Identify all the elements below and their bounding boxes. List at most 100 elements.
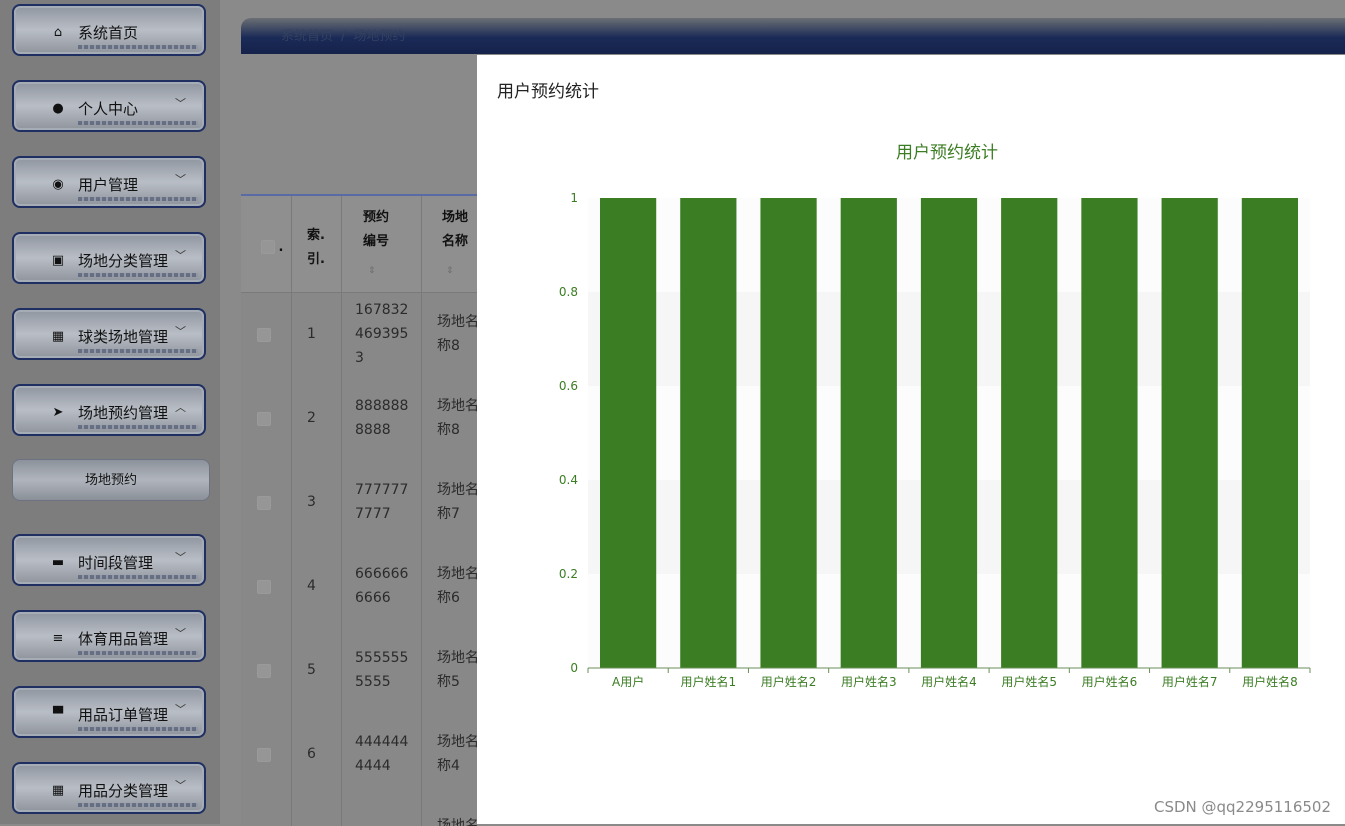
grid-icon: ▦ bbox=[51, 782, 65, 798]
x-tick-label-2: 用户姓名2 bbox=[761, 674, 817, 689]
row-index: 5 bbox=[307, 662, 316, 678]
bar-0 bbox=[600, 198, 657, 668]
sidebar-item-9[interactable]: ▦ 用品分类管理 ﹀ bbox=[12, 762, 206, 814]
row-code: 777777 7777 bbox=[355, 482, 409, 522]
x-tick-label-0: A用户 bbox=[612, 674, 644, 689]
x-tick-label-7: 用户姓名7 bbox=[1162, 674, 1218, 689]
clipboard-icon: ▣ bbox=[51, 252, 65, 268]
row-name: 场地名 称6 bbox=[437, 566, 479, 606]
bar-1 bbox=[680, 198, 737, 668]
row-name: 场地名 bbox=[437, 818, 479, 826]
row-index: 2 bbox=[307, 410, 316, 426]
decorative-bar bbox=[78, 651, 198, 655]
sidebar-item-label: 系统首页 bbox=[78, 24, 139, 42]
x-tick-label-3: 用户姓名3 bbox=[841, 674, 897, 689]
chevron-icon: ﹀ bbox=[175, 325, 186, 338]
row-name: 场地名 称8 bbox=[437, 398, 479, 438]
bar-4 bbox=[920, 198, 978, 668]
sort-icon[interactable]: ⇕ bbox=[368, 266, 376, 276]
sidebar-item-4[interactable]: ▦ 球类场地管理 ﹀ bbox=[12, 308, 206, 360]
row-checkbox[interactable] bbox=[257, 412, 271, 426]
table-column bbox=[241, 196, 292, 826]
sidebar-subitem-venue-reservation[interactable]: 场地预约 bbox=[12, 459, 210, 501]
x-tick-label-1: 用户姓名1 bbox=[681, 674, 737, 689]
sidebar-item-label: 用户管理 bbox=[78, 176, 139, 194]
bar-8 bbox=[1241, 198, 1298, 668]
sidebar-item-label: 球类场地管理 bbox=[78, 328, 169, 346]
row-code: 555555 5555 bbox=[355, 650, 409, 690]
y-tick-label: 0 bbox=[570, 661, 578, 675]
decorative-bar bbox=[78, 803, 198, 807]
sidebar-item-label: 用品订单管理 bbox=[78, 706, 169, 724]
row-code: 167832 469395 3 bbox=[355, 302, 409, 366]
sidebar-item-5[interactable]: ➤ 场地预约管理 ︿ bbox=[12, 384, 206, 436]
y-tick-label: 0.4 bbox=[559, 473, 578, 487]
header-index[interactable]: 索. 引. bbox=[307, 228, 325, 267]
sidebar-item-label: 个人中心 bbox=[78, 100, 139, 118]
row-index: 3 bbox=[307, 494, 316, 510]
x-tick-label-4: 用户姓名4 bbox=[921, 674, 977, 689]
decorative-bar bbox=[78, 575, 198, 579]
row-checkbox[interactable] bbox=[257, 580, 271, 594]
row-name: 场地名 称8 bbox=[437, 314, 479, 354]
row-checkbox[interactable] bbox=[257, 328, 271, 342]
sidebar-item-label: 场地预约管理 bbox=[78, 404, 169, 422]
printer-icon: ▀ bbox=[53, 706, 63, 722]
grid-icon: ▦ bbox=[51, 328, 65, 344]
row-index: 4 bbox=[307, 578, 316, 594]
chevron-icon: ︿ bbox=[175, 401, 186, 414]
decorative-bar bbox=[78, 197, 198, 201]
user-icon: ● bbox=[52, 100, 64, 116]
statistics-modal: 用户预约统计 用户预约统计 0 0.2 0.4 0.6 0.8 1 A用户 用户姓名1 用户姓名2… bbox=[477, 55, 1345, 824]
lightbulb-icon: ◉ bbox=[52, 176, 64, 192]
x-tick-label-8: 用户姓名8 bbox=[1242, 674, 1298, 689]
header-code[interactable]: 预约 编号 bbox=[362, 210, 389, 249]
sort-icon[interactable]: ⇕ bbox=[446, 266, 454, 276]
x-tick-label-6: 用户姓名6 bbox=[1082, 674, 1138, 689]
modal-title: 用户预约统计 bbox=[497, 82, 599, 102]
row-checkbox[interactable] bbox=[257, 748, 271, 762]
select-all-checkbox[interactable] bbox=[261, 240, 275, 254]
breadcrumb-current: 场地预约 bbox=[353, 29, 406, 44]
bar-5 bbox=[1001, 198, 1058, 668]
decorative-bar bbox=[78, 349, 198, 353]
table-header bbox=[241, 196, 481, 293]
sidebar-item-0[interactable]: ⌂ 系统首页 bbox=[12, 4, 206, 56]
row-checkbox[interactable] bbox=[257, 496, 271, 510]
y-tick-label: 0.8 bbox=[559, 285, 578, 299]
decorative-bar bbox=[78, 273, 198, 277]
bar-6 bbox=[1081, 198, 1138, 668]
decorative-bar bbox=[78, 45, 198, 49]
chevron-icon: ﹀ bbox=[175, 627, 186, 640]
sidebar-item-1[interactable]: ● 个人中心 ﹀ bbox=[12, 80, 206, 132]
row-index: 6 bbox=[307, 746, 316, 762]
row-name: 场地名 称4 bbox=[437, 734, 479, 774]
sidebar-item-2[interactable]: ◉ 用户管理 ﹀ bbox=[12, 156, 206, 208]
chart-title: 用户预约统计 bbox=[896, 143, 998, 163]
row-name: 场地名 称7 bbox=[437, 482, 479, 522]
header-name[interactable]: 场地 名称 bbox=[441, 210, 468, 249]
breadcrumb-separator: / bbox=[341, 29, 346, 44]
chevron-icon: ﹀ bbox=[175, 779, 186, 792]
sidebar-item-label: 场地分类管理 bbox=[78, 252, 169, 270]
row-checkbox[interactable] bbox=[257, 664, 271, 678]
header-check-label: . bbox=[278, 240, 284, 255]
sidebar-item-label: 体育用品管理 bbox=[78, 630, 169, 648]
bar-3 bbox=[840, 198, 897, 668]
bar-2 bbox=[760, 198, 817, 668]
sidebar-item-3[interactable]: ▣ 场地分类管理 ﹀ bbox=[12, 232, 206, 284]
bar-7 bbox=[1161, 198, 1218, 668]
table-column bbox=[291, 196, 342, 826]
watermark-text: CSDN @qq2295116502 bbox=[1153, 798, 1331, 816]
decorative-bar bbox=[78, 425, 198, 429]
breadcrumb-home[interactable]: 系统首页 bbox=[281, 29, 334, 44]
x-tick-label-5: 用户姓名5 bbox=[1001, 674, 1057, 689]
reservation-bar-chart: 用户预约统计 0 0.2 0.4 0.6 0.8 1 A用户 用户姓名1 用户姓名2 用户姓名3 用户… bbox=[559, 143, 1311, 689]
sidebar-item-8[interactable]: ▀ 用品订单管理 ﹀ bbox=[12, 686, 206, 738]
y-tick-label: 1 bbox=[570, 191, 578, 205]
row-code: 888888 8888 bbox=[355, 398, 409, 438]
sidebar-item-6[interactable]: ▬ 时间段管理 ﹀ bbox=[12, 534, 206, 586]
chevron-icon: ﹀ bbox=[175, 97, 186, 110]
sidebar-item-7[interactable]: ≡ 体育用品管理 ﹀ bbox=[12, 610, 206, 662]
sidebar: ⌂ 系统首页 ● 个人中心 ﹀ ◉ 用户管理 ﹀ ▣ 场地分类管理 ﹀ ▦ 球类场地管理 ﹀ ➤ 场地预约管理… bbox=[0, 0, 220, 824]
